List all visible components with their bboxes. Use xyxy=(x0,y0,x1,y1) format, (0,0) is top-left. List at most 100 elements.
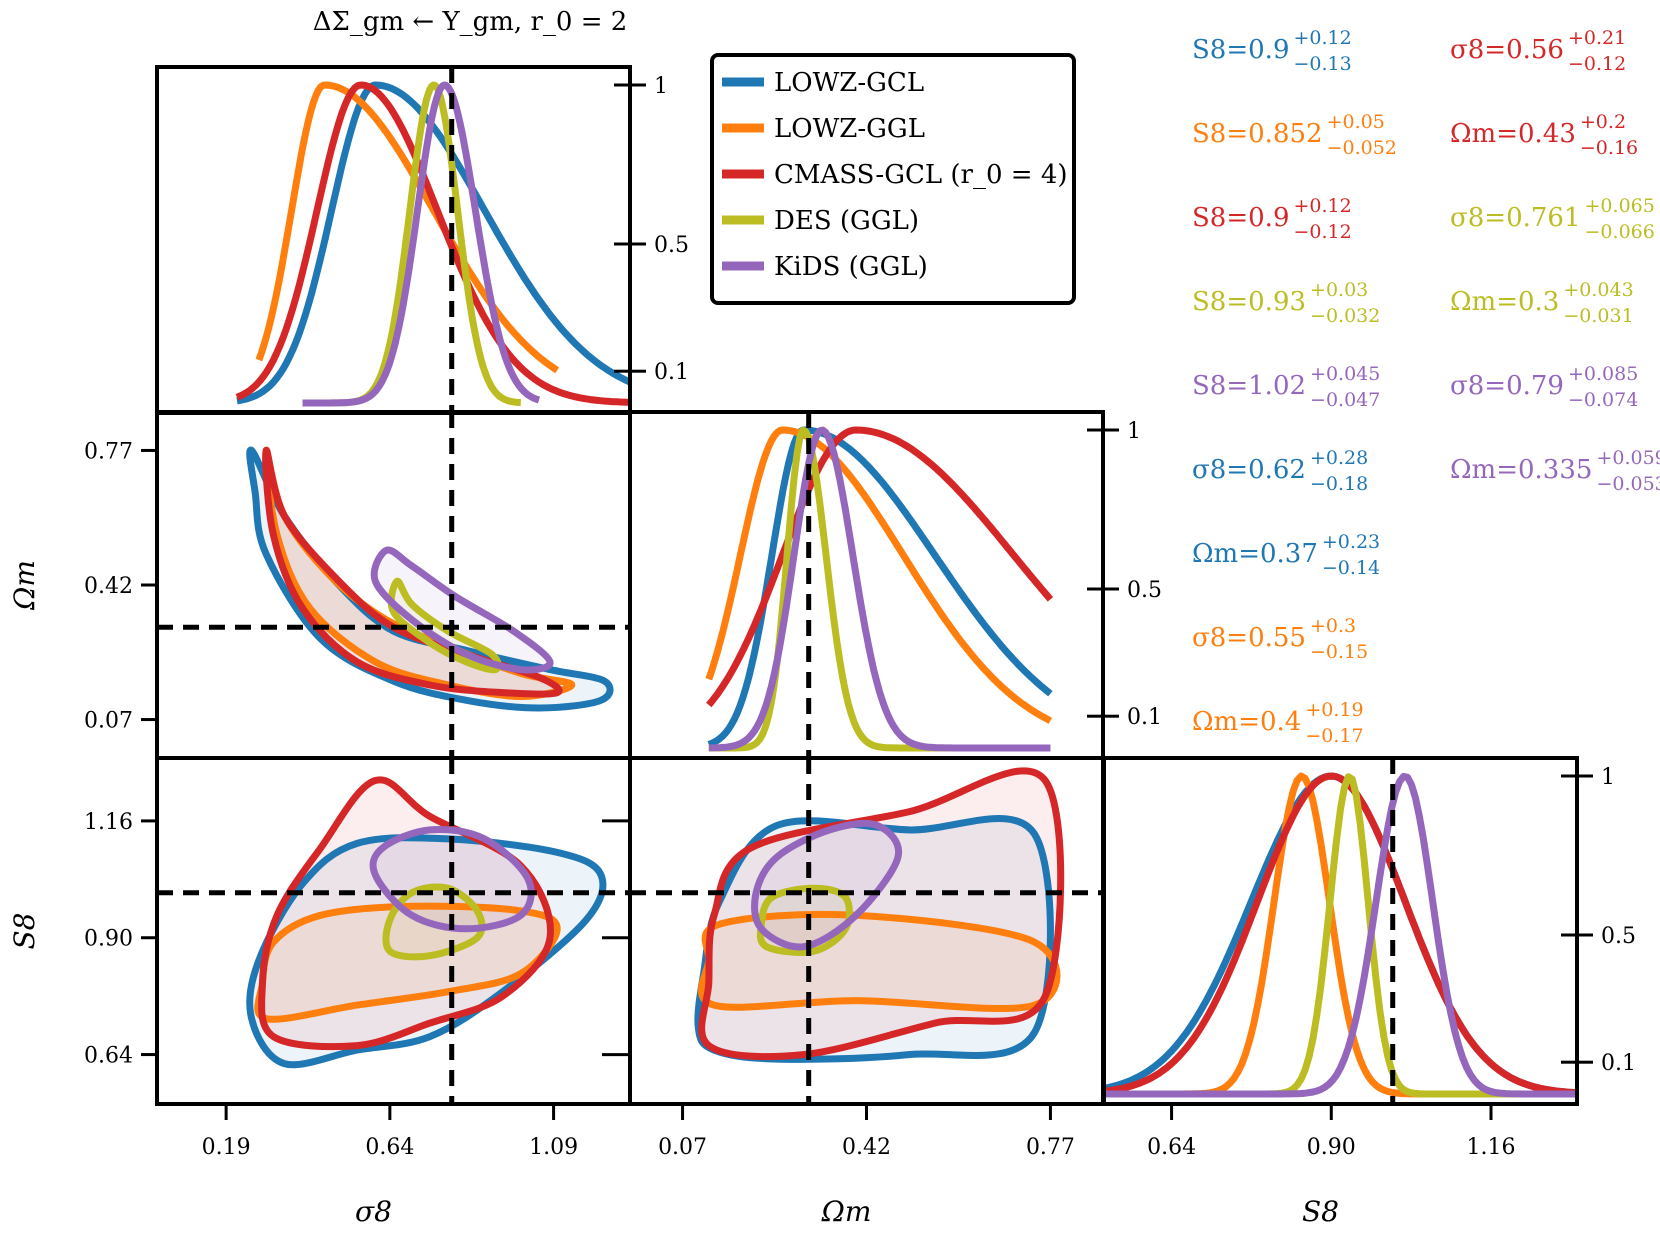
marginal-Omega_m-lowz-ggl xyxy=(705,426,1053,724)
contour-fill-Omega_m_S8-lowz-ggl xyxy=(701,914,1058,1009)
stat-value: S8=0.9 xyxy=(1192,35,1290,65)
stat-col2-4: σ8=0.79 +0.085 −0.074 xyxy=(1450,363,1638,411)
legend-label: LOWZ-GCL xyxy=(774,68,924,98)
stat-col2-3: Ωm=0.3 +0.043 −0.031 xyxy=(1450,279,1634,327)
panel-sigma8-sigma8: 1 0.5 0.1 xyxy=(155,65,689,415)
stat-minus: −0.053 xyxy=(1596,473,1660,495)
marginal-S8-cmass-gcl-r-0-4- xyxy=(1104,772,1577,1097)
stat-minus: −0.047 xyxy=(1310,389,1380,411)
stat-value: S8=0.9 xyxy=(1192,203,1290,233)
stat-plus: +0.045 xyxy=(1310,363,1380,385)
contour-fill-sigma8_Omega_m-des-ggl- xyxy=(391,581,499,670)
contour-fill-Omega_m_S8-lowz-gcl xyxy=(697,818,1051,1060)
x-tick-label: 1.09 xyxy=(529,1135,578,1160)
y-tick-label: 1.16 xyxy=(84,810,133,835)
x-axis-label-sigma8: σ8 xyxy=(355,1195,392,1228)
contour-Omega_m_S8-kids-ggl- xyxy=(751,819,903,951)
stat-minus: −0.15 xyxy=(1310,641,1368,663)
stat-minus: −0.066 xyxy=(1585,221,1655,243)
marginal-Omega_m-kids-ggl- xyxy=(708,426,1052,752)
panel-sigma8-Omega_m: 0.07 0.42 0.77 xyxy=(84,410,632,760)
stat-value: Ωm=0.37 xyxy=(1192,539,1318,569)
legend: LOWZ-GCL LOWZ-GGL CMASS-GCL (r_0 = 4) DES (… xyxy=(710,53,1076,305)
y-tick-label: 0.77 xyxy=(84,439,133,464)
stat-col1-2: S8=0.9 +0.12 −0.12 xyxy=(1192,195,1352,243)
stat-col1-0: S8=0.9 +0.12 −0.13 xyxy=(1192,27,1352,75)
stat-plus: +0.21 xyxy=(1568,27,1626,49)
stat-value: σ8=0.56 xyxy=(1450,35,1564,65)
contour-sigma8_S8-des-ggl- xyxy=(382,883,486,961)
legend-box xyxy=(710,53,1076,305)
density-tick-label: 0.5 xyxy=(1601,924,1636,949)
stat-plus: +0.12 xyxy=(1294,195,1352,217)
x-axis-label-S8: S8 xyxy=(1302,1195,1339,1228)
x-axis-label-Omega_m: Ωm xyxy=(821,1195,872,1228)
stat-plus: +0.085 xyxy=(1568,363,1638,385)
stat-minus: −0.052 xyxy=(1327,137,1397,159)
contour-fill-sigma8_Omega_m-kids-ggl- xyxy=(374,549,551,670)
stat-col1-1: S8=0.852 +0.05 −0.052 xyxy=(1192,111,1397,159)
x-tick-label: 0.42 xyxy=(842,1135,891,1160)
stat-plus: +0.03 xyxy=(1310,279,1368,301)
stat-col2-5: Ωm=0.335 +0.059 −0.053 xyxy=(1450,447,1660,495)
marginal-sigma8-lowz-gcl xyxy=(236,81,630,405)
x-tick-label: 1.16 xyxy=(1467,1135,1516,1160)
stat-minus: −0.17 xyxy=(1305,725,1363,747)
stat-col2-1: Ωm=0.43 +0.2 −0.16 xyxy=(1450,111,1638,159)
stat-plus: +0.19 xyxy=(1305,699,1363,721)
marginal-Omega_m-cmass-gcl-r-0-4- xyxy=(706,426,1054,708)
density-tick-label: 1 xyxy=(1127,419,1141,444)
stat-col2-2: σ8=0.761 +0.065 −0.066 xyxy=(1450,195,1655,243)
stat-value: S8=1.02 xyxy=(1192,371,1306,401)
panel-Omega_m-S8 xyxy=(602,756,1105,1106)
marginal-sigma8-kids-ggl- xyxy=(301,81,541,407)
density-tick-label: 0.5 xyxy=(654,233,689,258)
y-axis-label-Omega_m: Ωm xyxy=(8,560,41,611)
x-tick-label: 0.90 xyxy=(1307,1135,1356,1160)
stat-plus: +0.065 xyxy=(1585,195,1655,217)
stat-value: σ8=0.761 xyxy=(1450,203,1581,233)
panel-frame xyxy=(1102,756,1579,1106)
stat-minus: −0.12 xyxy=(1568,53,1626,75)
stat-col1-7: σ8=0.55 +0.3 −0.15 xyxy=(1192,615,1368,663)
contour-Omega_m_S8-des-ggl- xyxy=(756,884,853,956)
stat-value: Ωm=0.3 xyxy=(1450,287,1559,317)
x-tick-label: 0.77 xyxy=(1026,1135,1075,1160)
stat-value: S8=0.852 xyxy=(1192,119,1323,149)
legend-label: CMASS-GCL (r_0 = 4) xyxy=(774,160,1068,190)
stat-plus: +0.05 xyxy=(1327,111,1385,133)
stat-plus: +0.043 xyxy=(1563,279,1633,301)
density-tick-label: 1 xyxy=(1601,765,1615,790)
stat-value: S8=0.93 xyxy=(1192,287,1306,317)
legend-label: KiDS (GGL) xyxy=(774,252,928,282)
stat-value: Ωm=0.335 xyxy=(1450,455,1592,485)
stat-minus: −0.14 xyxy=(1322,557,1380,579)
chart-title: ΔΣ_gm ← Υ_gm, r_0 = 2 xyxy=(313,7,628,37)
marginal-S8-kids-ggl- xyxy=(1104,772,1577,1098)
x-tick-label: 0.07 xyxy=(658,1135,707,1160)
panel-Omega_m-Omega_m: 1 0.5 0.1 xyxy=(628,410,1162,760)
stat-col1-3: S8=0.93 +0.03 −0.032 xyxy=(1192,279,1380,327)
marginal-sigma8-lowz-ggl xyxy=(255,81,560,374)
y-tick-label: 0.64 xyxy=(84,1044,133,1069)
density-tick-label: 0.5 xyxy=(1127,578,1162,603)
stat-minus: −0.032 xyxy=(1310,305,1380,327)
stat-minus: −0.18 xyxy=(1310,473,1368,495)
legend-label: DES (GGL) xyxy=(774,206,919,236)
contour-sigma8_Omega_m-cmass-gcl-r-0-4- xyxy=(262,446,563,698)
stat-col1-8: Ωm=0.4 +0.19 −0.17 xyxy=(1192,699,1364,747)
contour-sigma8_S8-kids-ggl- xyxy=(369,826,535,933)
panel-sigma8-S8: 0.64 0.90 1.16 xyxy=(84,756,632,1106)
contour-sigma8_Omega_m-kids-ggl- xyxy=(370,546,554,674)
legend-label: LOWZ-GGL xyxy=(774,114,925,144)
contour-fill-sigma8_Omega_m-lowz-ggl xyxy=(265,450,572,697)
density-tick-label: 0.1 xyxy=(1601,1051,1636,1076)
stat-plus: +0.2 xyxy=(1580,111,1626,133)
y-tick-label: 0.90 xyxy=(84,927,133,952)
x-tick-label: 0.64 xyxy=(1147,1135,1196,1160)
stat-plus: +0.059 xyxy=(1596,447,1660,469)
panels: 1 0.5 0.1 0.07 0.42 0.77 1 0.5 0.1 0.64 0.90 1.16 1 0… xyxy=(8,65,1636,1228)
stat-plus: +0.23 xyxy=(1322,531,1380,553)
x-tick-label: 0.64 xyxy=(365,1135,414,1160)
